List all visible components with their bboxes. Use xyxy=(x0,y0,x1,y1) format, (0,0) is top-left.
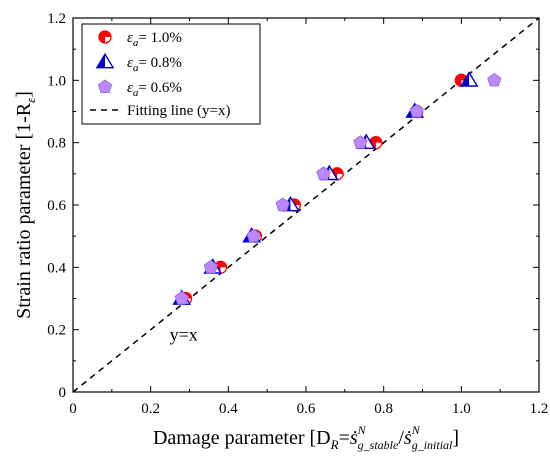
x-tick-label: 0 xyxy=(69,401,77,417)
legend-label-series-1: εa= 1.0% xyxy=(127,30,182,49)
legend-label-series-2: εa= 0.8% xyxy=(127,55,182,74)
y-tick-label: 0.6 xyxy=(47,198,66,214)
point-series-3 xyxy=(246,228,261,243)
legend-marker-series-3 xyxy=(97,79,113,94)
point-series-3 xyxy=(275,197,290,212)
y-tick-label: 0 xyxy=(59,385,67,401)
x-axis-title: Damage parameter [DR=ṡN g_stable/ṡN g_init… xyxy=(153,423,459,452)
legend-marker-series-2 xyxy=(95,52,115,69)
x-tick-label: 1.2 xyxy=(530,401,549,417)
legend-marker-series-1-fill-left xyxy=(99,31,105,43)
y-axis-title: Strain ratio parameter [1-Rε] xyxy=(13,91,38,319)
point-series-3 xyxy=(353,135,368,149)
legend-box xyxy=(81,23,261,125)
x-tick-label: 0.8 xyxy=(374,401,393,417)
y-tick-label: 0.8 xyxy=(47,136,66,152)
x-tick-label: 0.6 xyxy=(297,401,316,417)
annotation-y-eq-x: y=x xyxy=(170,324,198,344)
legend: εa= 1.0% εa= 0.8% εa= 0.6% Fitting line … xyxy=(81,23,261,125)
legend-label-fit-line: Fitting line (y=x) xyxy=(127,103,230,119)
y-tick-label: 0.2 xyxy=(47,323,66,339)
legend-marker-series-1 xyxy=(98,30,112,44)
point-series-2 xyxy=(459,71,479,87)
point-series-2-fill xyxy=(460,72,470,87)
x-tick-label: 0.2 xyxy=(141,401,160,417)
points-layer xyxy=(172,71,502,306)
legend-label-series-3: εa= 0.6% xyxy=(127,80,182,99)
axis-tick-labels: 0 0.2 0.4 0.6 0.8 1.0 1.2 0 0.2 0.4 0.6 0.8 1.0 1.2 xyxy=(47,11,548,417)
point-series-3 xyxy=(174,291,189,305)
point-series-3 xyxy=(203,259,218,274)
y-tick-label: 1.0 xyxy=(47,73,66,89)
x-tick-label: 1.0 xyxy=(452,401,471,417)
axis-ticks xyxy=(72,17,540,393)
y-tick-label: 0.4 xyxy=(47,260,66,276)
x-tick-label: 0.4 xyxy=(219,401,238,417)
legend-markers xyxy=(90,30,120,111)
point-series-1-fill-left xyxy=(455,74,462,87)
y-tick-label: 1.2 xyxy=(47,11,66,27)
legend-marker-series-2-fill xyxy=(96,54,105,68)
point-series-3 xyxy=(316,166,331,180)
point-series-3 xyxy=(487,72,502,87)
point-series-3 xyxy=(409,104,424,118)
